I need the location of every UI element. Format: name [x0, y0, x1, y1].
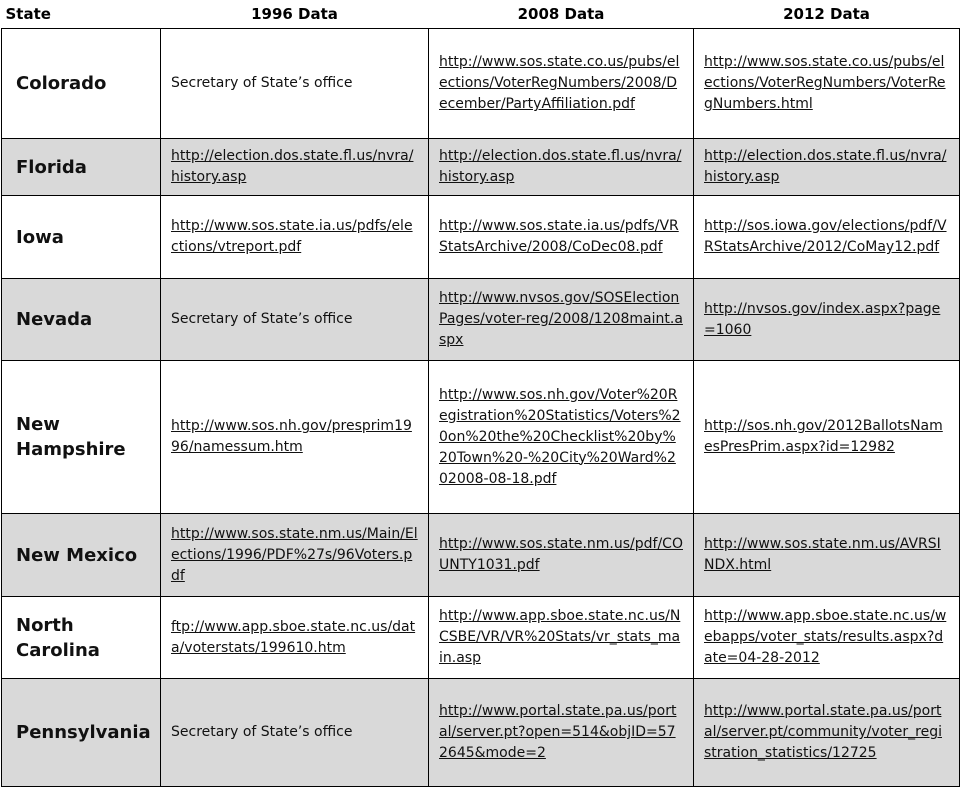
source-cell: http://www.sos.nh.gov/presprim1996/names…	[160, 360, 429, 514]
column-header: 1996 Data	[251, 5, 338, 23]
state-name: Florida	[16, 156, 87, 178]
source-link[interactable]: http://www.sos.state.co.us/pubs/election…	[704, 54, 946, 112]
source-link[interactable]: http://www.sos.state.ia.us/pdfs/VRStatsA…	[439, 218, 679, 255]
source-cell: http://www.sos.state.ia.us/pdfs/VRStatsA…	[428, 195, 694, 279]
source-link[interactable]: ftp://www.app.sboe.state.nc.us/data/vote…	[171, 618, 416, 656]
source-link[interactable]: http://election.dos.state.fl.us/nvra/his…	[704, 148, 947, 185]
source-text: Secretary of State’s office	[171, 75, 353, 91]
source-link[interactable]: http://www.app.sboe.state.nc.us/NCSBE/VR…	[439, 608, 681, 666]
source-link[interactable]: http://www.app.sboe.state.nc.us/webapps/…	[704, 608, 947, 666]
source-cell: http://election.dos.state.fl.us/nvra/his…	[693, 138, 960, 196]
source-cell: http://www.sos.state.nm.us/AVRSINDX.html	[693, 513, 960, 597]
source-cell: http://www.sos.state.ia.us/pdfs/election…	[160, 195, 429, 279]
source-link[interactable]: http://www.sos.nh.gov/presprim1996/names…	[171, 418, 412, 455]
state-name: Colorado	[16, 73, 107, 94]
source-cell: http://www.sos.nh.gov/Voter%20Registrati…	[428, 360, 694, 514]
source-cell: http://www.app.sboe.state.nc.us/NCSBE/VR…	[428, 596, 694, 679]
source-cell: http://www.sos.state.co.us/pubs/election…	[693, 28, 960, 139]
state-cell: New Mexico	[1, 513, 161, 597]
source-cell: http://www.app.sboe.state.nc.us/webapps/…	[693, 596, 960, 679]
state-name: New Hampshire	[16, 414, 126, 460]
source-link[interactable]: http://www.portal.state.pa.us/portal/ser…	[439, 703, 677, 761]
source-cell: http://election.dos.state.fl.us/nvra/his…	[428, 138, 694, 196]
state-cell: Florida	[1, 138, 161, 196]
source-link[interactable]: http://www.sos.state.co.us/pubs/election…	[439, 54, 680, 112]
state-cell: Pennsylvania	[1, 678, 161, 787]
source-cell: Secretary of State’s office	[160, 678, 429, 787]
source-link[interactable]: http://nvsos.gov/index.aspx?page=1060	[704, 300, 941, 338]
column-header: 2012 Data	[783, 5, 870, 23]
header-row: State 1996 Data 2008 Data 2012 Data	[2, 0, 960, 29]
state-cell: Iowa	[1, 195, 161, 279]
state-cell: New Hampshire	[1, 360, 161, 514]
source-link[interactable]: http://sos.iowa.gov/elections/pdf/VRStat…	[704, 218, 947, 255]
source-link[interactable]: http://election.dos.state.fl.us/nvra/his…	[171, 148, 414, 185]
table-row: New Mexico http://www.sos.state.nm.us/Mai…	[1, 513, 960, 597]
source-link[interactable]: http://www.portal.state.pa.us/portal/ser…	[704, 703, 942, 761]
table-row: Pennsylvania Secretary of State’s office h…	[1, 678, 960, 787]
state-name: Iowa	[16, 226, 64, 248]
column-header: 2008 Data	[517, 5, 605, 23]
table-row: Colorado Secretary of State’s office http:…	[1, 28, 960, 139]
source-cell: http://www.portal.state.pa.us/portal/ser…	[428, 678, 694, 787]
state-name: Nevada	[16, 309, 93, 330]
table-row: Florida http://election.dos.state.fl.us/n…	[1, 138, 960, 196]
state-cell: Colorado	[1, 28, 161, 139]
source-cell: http://www.sos.state.nm.us/pdf/COUNTY103…	[428, 513, 694, 597]
source-cell: Secretary of State’s office	[160, 28, 429, 139]
state-name: New Mexico	[16, 544, 138, 566]
source-cell: http://www.sos.state.co.us/pubs/election…	[428, 28, 694, 139]
source-cell: http://election.dos.state.fl.us/nvra/his…	[160, 138, 429, 196]
column-header: State	[5, 5, 51, 23]
source-link[interactable]: http://www.sos.state.ia.us/pdfs/election…	[171, 218, 413, 255]
source-link[interactable]: http://www.sos.state.nm.us/Main/Election…	[171, 525, 418, 584]
table-row: Iowa http://www.sos.state.ia.us/pdfs/elec…	[1, 195, 960, 279]
source-cell: http://nvsos.gov/index.aspx?page=1060	[693, 278, 960, 361]
source-cell: Secretary of State’s office	[160, 278, 429, 361]
table-body: Colorado Secretary of State’s office http:…	[1, 28, 960, 787]
source-cell: http://sos.iowa.gov/elections/pdf/VRStat…	[693, 195, 960, 279]
source-cell: http://www.nvsos.gov/SOSElectionPages/vo…	[428, 278, 694, 361]
source-cell: ftp://www.app.sboe.state.nc.us/data/vote…	[160, 596, 429, 679]
source-link[interactable]: http://www.sos.state.nm.us/pdf/COUNTY103…	[439, 536, 683, 573]
state-name: Pennsylvania	[16, 722, 151, 743]
source-cell: http://www.sos.state.nm.us/Main/Election…	[160, 513, 429, 597]
table-row: Nevada Secretary of State’s office http://…	[1, 278, 960, 361]
source-link[interactable]: http://www.sos.state.nm.us/AVRSINDX.html	[704, 536, 941, 573]
source-link[interactable]: http://www.nvsos.gov/SOSElectionPages/vo…	[439, 290, 683, 348]
source-cell: http://sos.nh.gov/2012BallotsNamesPresPr…	[693, 360, 960, 514]
source-link[interactable]: http://www.sos.nh.gov/Voter%20Registrati…	[439, 386, 681, 487]
state-name: North Carolina	[16, 614, 100, 661]
state-cell: North Carolina	[1, 596, 161, 679]
source-text: Secretary of State’s office	[171, 724, 353, 740]
source-text: Secretary of State’s office	[171, 311, 353, 327]
source-cell: http://www.portal.state.pa.us/portal/ser…	[693, 678, 960, 787]
source-link[interactable]: http://sos.nh.gov/2012BallotsNamesPresPr…	[704, 418, 943, 455]
source-link[interactable]: http://election.dos.state.fl.us/nvra/his…	[439, 148, 682, 185]
table-row: North Carolina ftp://www.app.sboe.state.n…	[1, 596, 960, 679]
table-row: New Hampshire http://www.sos.nh.gov/presp…	[1, 360, 960, 514]
state-cell: Nevada	[1, 278, 161, 361]
